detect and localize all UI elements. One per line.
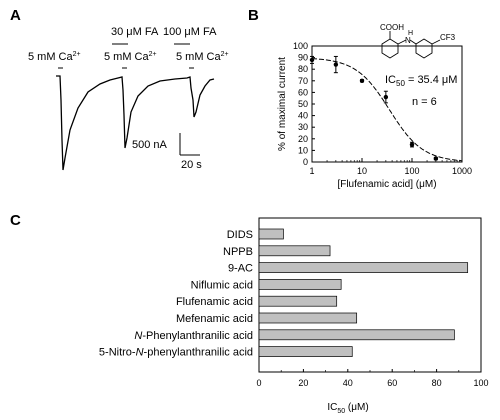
y-tick-label: 40 — [298, 111, 308, 121]
structure-cooh: COOH — [380, 23, 404, 32]
bar — [258, 279, 342, 290]
fit-curve — [311, 58, 463, 162]
current-trace — [56, 75, 215, 171]
bars — [258, 228, 469, 357]
category-label: Flufenamic acid — [176, 296, 253, 308]
y-tick-label: 100 — [293, 41, 308, 51]
data-point — [359, 78, 365, 84]
bar — [258, 228, 284, 240]
x-tick-label: 100 — [404, 166, 419, 176]
x-tick-label: 40 — [343, 378, 353, 388]
bar — [258, 312, 358, 324]
category-label: 5-Nitro-N-phenylanthranilic acid — [99, 347, 253, 359]
category-labels: DIDS NPPB 9-AC Niflumic acid Flufenamic acid… — [99, 229, 253, 359]
y-tick-label: 70 — [298, 76, 308, 86]
ic50-annotation: IC50 = 35.4 μM — [385, 74, 457, 88]
x-tick-label: 0 — [256, 378, 261, 388]
structure-n: N — [405, 36, 411, 45]
data-points — [309, 55, 439, 161]
structure-cf3: CF3 — [440, 33, 456, 42]
bar — [258, 346, 353, 357]
bar-chart-x-label: IC50 (μM) — [327, 402, 368, 415]
bar — [258, 245, 331, 257]
panel-c-letter: C — [10, 212, 21, 229]
x-tick-label: 20 — [298, 378, 308, 388]
flufenamic-acid-structure — [381, 31, 441, 59]
data-point — [383, 94, 389, 100]
category-label: Niflumic acid — [191, 279, 253, 291]
y-tick-label: 50 — [298, 99, 308, 109]
x-tick-label: 80 — [432, 378, 442, 388]
y-tick-label: 20 — [298, 134, 308, 144]
panel-b-letter: B — [248, 7, 259, 24]
bar — [258, 262, 469, 273]
ca2-label: 5 mM Ca2+ — [104, 51, 157, 63]
bar-chart-axes: 0 20 40 60 80 100 — [256, 217, 489, 388]
x-tick-label: 1 — [309, 166, 314, 176]
fit-line — [311, 58, 463, 162]
bar — [258, 329, 455, 341]
category-label: N-Phenylanthranilic acid — [134, 330, 253, 342]
x-tick-label: 100 — [473, 378, 488, 388]
y-tick-label: 60 — [298, 87, 308, 97]
n-annotation: n = 6 — [412, 96, 437, 108]
data-point — [309, 57, 315, 63]
structure-h: H — [408, 30, 413, 37]
category-label: Mefenamic acid — [176, 313, 253, 325]
y-tick-label: 90 — [298, 53, 308, 63]
y-tick-label: 30 — [298, 122, 308, 132]
ca1-label: 5 mM Ca2+ — [28, 51, 81, 63]
fa100-label: 100 μM FA — [163, 26, 217, 38]
category-label: NPPB — [223, 246, 253, 258]
category-label: 9-AC — [228, 263, 253, 275]
category-label: DIDS — [227, 229, 253, 241]
x-tick-label: 1000 — [452, 166, 472, 176]
bar — [258, 295, 338, 307]
y-tick-label: 0 — [303, 157, 308, 167]
data-point — [409, 142, 415, 147]
y-axis-label: % of maximal current — [277, 57, 288, 151]
scale-current-label: 500 nA — [132, 139, 168, 151]
x-axis-label: [Flufenamic acid] (μM) — [337, 179, 436, 190]
y-tick-label: 80 — [298, 64, 308, 74]
y-tick-label: 10 — [298, 145, 308, 155]
panel-a-letter: A — [10, 7, 21, 24]
scale-time-label: 20 s — [181, 159, 202, 171]
data-point — [433, 156, 439, 161]
data-point — [333, 62, 339, 67]
fa30-label: 30 μM FA — [111, 26, 159, 38]
ic50-bar-chart: 0 20 40 60 80 100 DIDS NPPB 9-AC Niflumic acid Fl… — [99, 217, 489, 388]
x-tick-label: 10 — [357, 166, 367, 176]
x-tick-label: 60 — [387, 378, 397, 388]
ca3-label: 5 mM Ca2+ — [176, 51, 229, 63]
